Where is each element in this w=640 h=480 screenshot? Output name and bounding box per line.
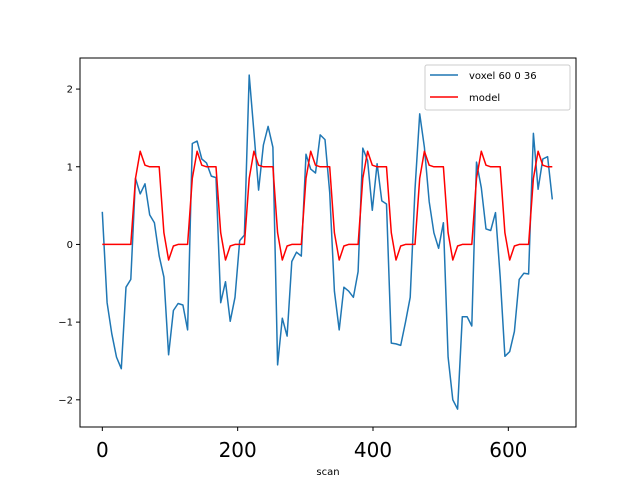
- legend-box: [424, 64, 571, 111]
- series-line-voxel-60-0-36: [101, 74, 554, 410]
- y-axis: −2 −1 0 1 2: [58, 85, 80, 406]
- plot-area: [80, 58, 576, 427]
- x-tick-label: 200: [219, 438, 257, 462]
- plot-frame: [79, 57, 577, 428]
- x-tick-label: 400: [354, 438, 392, 462]
- y-tick-label: 0: [67, 240, 73, 251]
- y-tick-label: −1: [58, 318, 73, 329]
- legend: voxel 60 0 36 model: [424, 64, 571, 111]
- y-tick-label: −2: [58, 395, 73, 406]
- x-tick-label: 600: [489, 438, 527, 462]
- legend-label-model: model: [469, 93, 500, 104]
- series-layer: [101, 74, 554, 410]
- legend-label-voxel: voxel 60 0 36: [469, 71, 537, 82]
- x-axis-label: scan: [316, 467, 339, 478]
- series-line-model: [102, 150, 553, 261]
- y-tick-label: 2: [67, 85, 73, 96]
- x-tick-label: 0: [96, 438, 109, 462]
- x-axis: 0 200 400 600: [96, 427, 527, 462]
- y-tick-label: 1: [67, 162, 73, 173]
